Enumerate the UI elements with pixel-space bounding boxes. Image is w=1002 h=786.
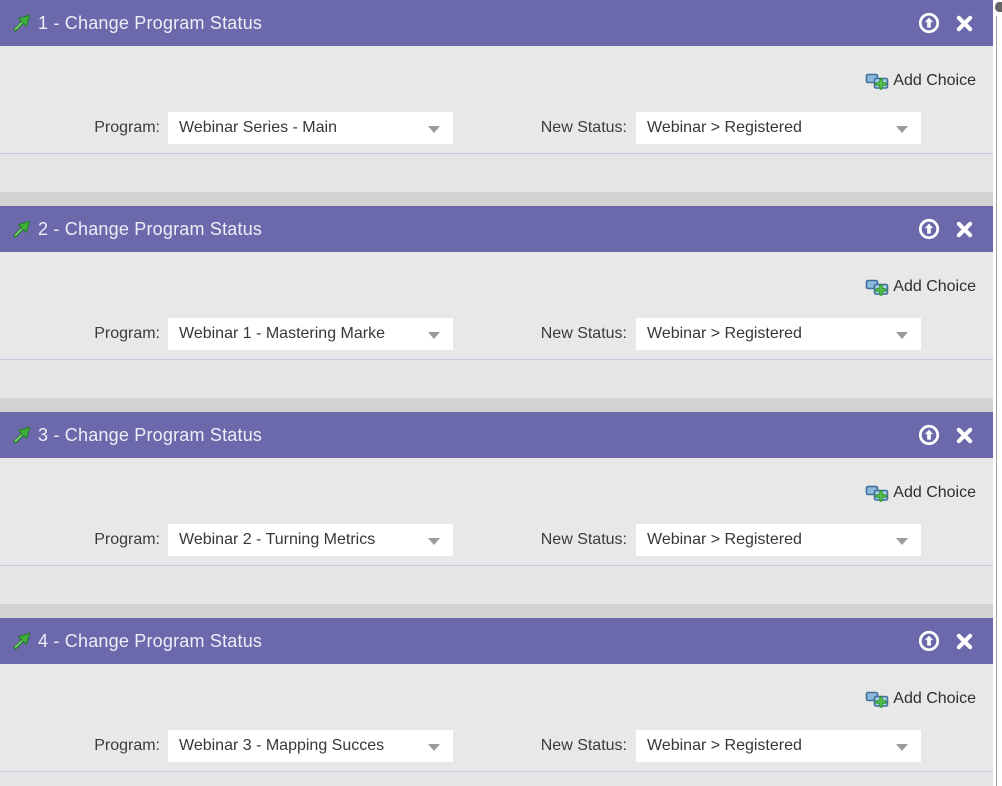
green-up-right-arrow-icon <box>10 11 34 35</box>
new-status-label: New Status: <box>540 737 627 754</box>
flow-step-header[interactable]: 2 - Change Program Status <box>0 206 993 252</box>
flow-step-panel: 1 - Change Program Status <box>0 0 993 154</box>
new-status-select[interactable]: Webinar > Registered <box>636 524 921 556</box>
new-status-select[interactable]: Webinar > Registered <box>636 112 921 144</box>
flow-step-title: 1 - Change Program Status <box>38 12 263 33</box>
flow-step-panel: 3 - Change Program Status <box>0 412 993 566</box>
caret-down-icon <box>428 126 440 133</box>
caret-down-icon <box>428 332 440 339</box>
program-select-value: Webinar 1 - Mastering Marke <box>179 325 385 342</box>
new-status-label: New Status: <box>540 119 627 136</box>
program-label: Program: <box>94 737 160 754</box>
green-up-right-arrow-icon <box>10 423 34 447</box>
add-choice-label: Add Choice <box>893 690 976 707</box>
add-choice-label: Add Choice <box>893 278 976 295</box>
program-select-value: Webinar Series - Main <box>179 119 337 136</box>
flow-step-header[interactable]: 1 - Change Program Status <box>0 0 993 46</box>
new-status-select-value: Webinar > Registered <box>647 119 802 136</box>
green-up-right-arrow-icon <box>10 629 34 653</box>
new-status-select[interactable]: Webinar > Registered <box>636 318 921 350</box>
new-status-label: New Status: <box>540 325 627 342</box>
panel-divider <box>0 192 993 206</box>
program-label: Program: <box>94 325 160 342</box>
program-select[interactable]: Webinar 3 - Mapping Succes <box>168 730 453 762</box>
program-label: Program: <box>94 119 160 136</box>
flow-step-title: 4 - Change Program Status <box>38 630 263 651</box>
program-select[interactable]: Webinar 2 - Turning Metrics <box>168 524 453 556</box>
close-icon[interactable] <box>953 218 975 240</box>
flow-step-body: Add Choice Program: Webinar 2 - Turning … <box>0 458 993 566</box>
program-label: Program: <box>94 531 160 548</box>
panel-divider <box>0 604 993 618</box>
close-icon[interactable] <box>953 630 975 652</box>
flow-step-header[interactable]: 3 - Change Program Status <box>0 412 993 458</box>
move-up-icon[interactable] <box>918 424 940 446</box>
screen-edge-artifact <box>995 2 1002 12</box>
add-choice-plus-icon <box>865 688 891 710</box>
close-icon[interactable] <box>953 12 975 34</box>
caret-down-icon <box>896 126 908 133</box>
new-status-select[interactable]: Webinar > Registered <box>636 730 921 762</box>
new-status-select-value: Webinar > Registered <box>647 737 802 754</box>
add-choice-plus-icon <box>865 70 891 92</box>
panel-divider <box>0 398 993 412</box>
gutter-divider <box>996 16 997 786</box>
flow-step-panel: 2 - Change Program Status <box>0 206 993 360</box>
program-select-value: Webinar 3 - Mapping Succes <box>179 737 385 754</box>
move-up-icon[interactable] <box>918 218 940 240</box>
caret-down-icon <box>428 744 440 751</box>
add-choice-label: Add Choice <box>893 72 976 89</box>
new-status-label: New Status: <box>540 531 627 548</box>
flow-step-title: 3 - Change Program Status <box>38 424 263 445</box>
add-choice-label: Add Choice <box>893 484 976 501</box>
add-choice-button[interactable]: Add Choice <box>865 68 976 94</box>
flow-step-title: 2 - Change Program Status <box>38 218 263 239</box>
caret-down-icon <box>896 332 908 339</box>
flow-step-body: Add Choice Program: Webinar 3 - Mapping … <box>0 664 993 772</box>
flow-step-panel: 4 - Change Program Status <box>0 618 993 772</box>
new-status-select-value: Webinar > Registered <box>647 531 802 548</box>
add-choice-button[interactable]: Add Choice <box>865 274 976 300</box>
program-select-value: Webinar 2 - Turning Metrics <box>179 531 376 548</box>
green-up-right-arrow-icon <box>10 217 34 241</box>
flow-step-body: Add Choice Program: Webinar 1 - Masterin… <box>0 252 993 360</box>
program-select[interactable]: Webinar 1 - Mastering Marke <box>168 318 453 350</box>
add-choice-button[interactable]: Add Choice <box>865 686 976 712</box>
program-select[interactable]: Webinar Series - Main <box>168 112 453 144</box>
right-gutter <box>993 0 1002 786</box>
caret-down-icon <box>896 744 908 751</box>
flow-step-header[interactable]: 4 - Change Program Status <box>0 618 993 664</box>
close-icon[interactable] <box>953 424 975 446</box>
move-up-icon[interactable] <box>918 630 940 652</box>
move-up-icon[interactable] <box>918 12 940 34</box>
add-choice-plus-icon <box>865 482 891 504</box>
flow-step-body: Add Choice Program: Webinar Series - Mai… <box>0 46 993 154</box>
caret-down-icon <box>896 538 908 545</box>
add-choice-plus-icon <box>865 276 891 298</box>
new-status-select-value: Webinar > Registered <box>647 325 802 342</box>
add-choice-button[interactable]: Add Choice <box>865 480 976 506</box>
caret-down-icon <box>428 538 440 545</box>
